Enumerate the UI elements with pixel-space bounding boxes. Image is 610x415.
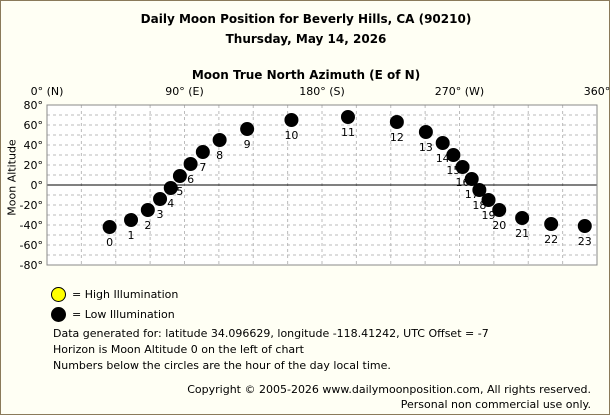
x-tick-label: 90° (E) (165, 85, 204, 98)
hour-label-21: 21 (515, 227, 529, 240)
hour-label-1: 1 (128, 229, 135, 242)
moon-point-hour-14 (435, 136, 450, 150)
legend-low: = Low Illumination (51, 307, 175, 322)
moon-point-hour-3 (153, 192, 168, 206)
x-axis-title: Moon True North Azimuth (E of N) (191, 68, 421, 82)
moon-point-hour-15 (446, 148, 461, 162)
chart-date: Thursday, May 14, 2026 (225, 32, 387, 46)
plot-border (46, 104, 598, 266)
moon-point-hour-12 (389, 115, 404, 129)
y-tick-label: -20° (20, 199, 43, 212)
y-tick-label: 0° (31, 179, 44, 192)
moon-point-hour-13 (418, 125, 433, 139)
note-horizon: Horizon is Moon Altitude 0 on the left o… (53, 343, 304, 356)
hour-label-10: 10 (284, 129, 298, 142)
moon-point-hour-0 (102, 220, 117, 234)
moon-point-hour-4 (163, 181, 178, 195)
hour-label-19: 19 (482, 209, 496, 222)
y-tick-label: -40° (20, 219, 43, 232)
moon-point-hour-1 (124, 213, 139, 227)
low-illumination-swatch (51, 307, 66, 322)
x-tick-label: 180° (S) (299, 85, 345, 98)
moon-point-hour-21 (515, 211, 530, 225)
hour-label-3: 3 (157, 208, 164, 221)
moon-point-hour-20 (492, 203, 507, 217)
moon-point-hour-9 (240, 122, 255, 136)
x-tick-label: 0° (N) (31, 85, 64, 98)
moon-point-hour-5 (172, 169, 187, 183)
hour-label-14: 14 (436, 152, 450, 165)
y-tick-label: 80° (24, 99, 44, 112)
hour-label-11: 11 (341, 126, 355, 139)
legend-high: = High Illumination (51, 287, 178, 302)
note-hour-numbers: Numbers below the circles are the hour o… (53, 359, 391, 372)
moon-point-hour-7 (195, 145, 210, 159)
moon-point-hour-2 (140, 203, 155, 217)
hour-label-9: 9 (244, 138, 251, 151)
hour-label-20: 20 (492, 219, 506, 232)
high-illumination-swatch (51, 287, 66, 302)
y-tick-label: -60° (20, 239, 43, 252)
hour-label-2: 2 (144, 219, 151, 232)
copyright-text: Copyright © 2005-2026 www.dailymoonposit… (187, 383, 591, 396)
moon-point-hour-10 (284, 113, 299, 127)
x-tick-label: 270° (W) (435, 85, 484, 98)
hour-label-8: 8 (216, 149, 223, 162)
moon-point-hour-19 (481, 193, 496, 207)
hour-label-5: 5 (176, 185, 183, 198)
hour-label-4: 4 (167, 197, 174, 210)
moon-point-hour-16 (455, 160, 470, 174)
legend-high-label: = High Illumination (72, 288, 179, 301)
hour-label-22: 22 (544, 233, 558, 246)
hour-label-12: 12 (390, 131, 404, 144)
moon-point-hour-23 (577, 219, 592, 233)
hour-label-6: 6 (187, 173, 194, 186)
moon-point-hour-18 (472, 183, 487, 197)
moon-point-hour-22 (544, 217, 559, 231)
moon-point-hour-8 (212, 133, 227, 147)
y-tick-label: 60° (24, 119, 44, 132)
legend-low-label: = Low Illumination (72, 308, 175, 321)
hour-label-13: 13 (419, 141, 433, 154)
moon-position-plot: 80° 60° 40° 20° 0° -20° -40° -60° -80° 0° (N) 90° … (20, 85, 610, 272)
hour-label-7: 7 (199, 161, 206, 174)
x-tick-label: 360° (584, 85, 610, 98)
hour-label-0: 0 (106, 236, 113, 249)
note-data-generated: Data generated for: latitude 34.096629, … (53, 327, 489, 340)
personal-use-text: Personal non commercial use only. (400, 398, 591, 411)
y-tick-label: 40° (24, 139, 44, 152)
moon-point-hour-17 (464, 172, 479, 186)
y-tick-label: 20° (24, 159, 44, 172)
moon-point-hour-6 (183, 157, 198, 171)
moon-point-hour-11 (340, 110, 355, 124)
y-tick-label: -80° (20, 259, 43, 272)
hour-label-23: 23 (578, 235, 592, 248)
chart-title: Daily Moon Position for Beverly Hills, C… (140, 12, 472, 26)
